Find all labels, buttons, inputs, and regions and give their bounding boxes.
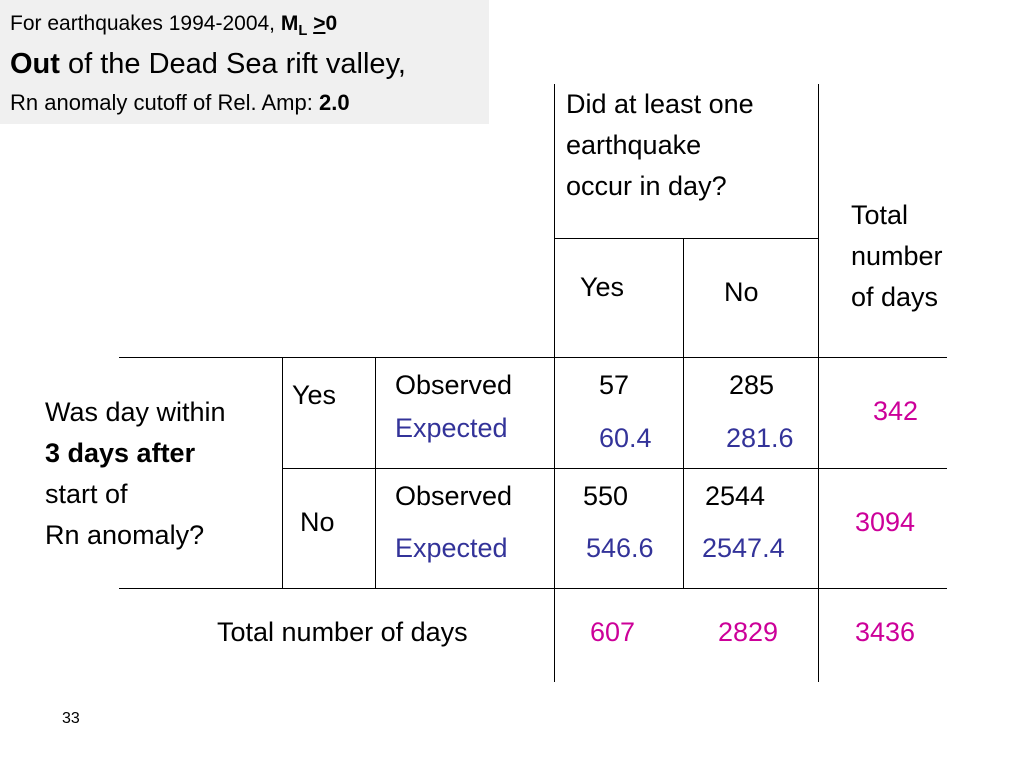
grid-line bbox=[683, 238, 684, 588]
cell-expected-yes-yes: 60.4 bbox=[599, 423, 652, 453]
expected-label: Expected bbox=[395, 533, 508, 563]
totals-row-label: Total number of days bbox=[217, 617, 468, 647]
caption-m-sub: L bbox=[298, 23, 308, 40]
caption-box bbox=[0, 0, 489, 124]
cell-expected-no-no: 2547.4 bbox=[702, 533, 785, 563]
cell-observed-no-yes: 550 bbox=[583, 481, 629, 511]
grid-line bbox=[119, 357, 947, 358]
cell-observed-yes-yes: 57 bbox=[599, 370, 630, 400]
row-header-bold-line: 3 days after bbox=[45, 438, 196, 468]
row-header-line: Was day within bbox=[45, 397, 226, 427]
total-header-line: of days bbox=[851, 282, 939, 312]
column-header: Did at least one earthquake occur in day… bbox=[566, 84, 754, 207]
observed-label: Observed bbox=[395, 370, 513, 400]
grid-line bbox=[554, 84, 555, 682]
caption-region: of the Dead Sea rift valley, bbox=[59, 48, 406, 80]
column-header-line: occur in day? bbox=[566, 171, 727, 201]
column-yes-label: Yes bbox=[580, 272, 625, 302]
caption-line-3: Rn anomaly cutoff of Rel. Amp: 2.0 bbox=[10, 90, 350, 116]
grid-line bbox=[282, 468, 947, 469]
total-no: 2829 bbox=[718, 617, 779, 647]
row-no-total: 3094 bbox=[855, 507, 916, 537]
caption-prefix: For earthquakes 1994-2004, bbox=[10, 12, 281, 35]
total-yes: 607 bbox=[590, 617, 636, 647]
row-no-label: No bbox=[300, 507, 335, 537]
column-header-line: Did at least one bbox=[566, 89, 754, 119]
cell-expected-no-yes: 546.6 bbox=[586, 533, 654, 563]
caption-magnitude: ML >0 bbox=[280, 12, 338, 39]
observed-label: Observed bbox=[395, 481, 513, 511]
total-header: Total number of days bbox=[851, 195, 943, 318]
cell-observed-no-no: 2544 bbox=[705, 481, 766, 511]
caption-line-1: For earthquakes 1994-2004, ML >0 bbox=[10, 12, 337, 39]
expected-label: Expected bbox=[395, 413, 508, 443]
caption-operator: > bbox=[313, 12, 326, 35]
column-header-line: earthquake bbox=[566, 130, 702, 160]
grid-line bbox=[375, 357, 376, 588]
grid-line bbox=[119, 588, 947, 589]
column-no-label: No bbox=[724, 277, 759, 307]
caption-line-2: Out of the Dead Sea rift valley, bbox=[10, 48, 406, 81]
caption-m: M bbox=[280, 12, 299, 35]
caption-magnitude-value: 0 bbox=[325, 12, 338, 35]
total-header-line: number bbox=[851, 241, 943, 271]
row-yes-total: 342 bbox=[873, 396, 919, 426]
grid-line bbox=[282, 357, 283, 588]
row-header-line: start of bbox=[45, 479, 128, 509]
cell-expected-yes-no: 281.6 bbox=[726, 423, 794, 453]
cell-observed-yes-no: 285 bbox=[729, 370, 775, 400]
grid-line bbox=[818, 84, 819, 682]
row-header-line: Rn anomaly? bbox=[45, 520, 205, 550]
caption-cutoff-value: 2.0 bbox=[318, 90, 350, 115]
slide-number: 33 bbox=[62, 710, 80, 727]
caption-cutoff-label: Rn anomaly cutoff of Rel. Amp: bbox=[10, 90, 319, 115]
grid-line bbox=[554, 238, 818, 239]
row-header: Was day within 3 days after start of Rn … bbox=[45, 392, 226, 556]
total-header-line: Total bbox=[851, 200, 909, 230]
row-yes-label: Yes bbox=[292, 380, 337, 410]
grand-total: 3436 bbox=[855, 617, 916, 647]
caption-out: Out bbox=[10, 48, 60, 80]
